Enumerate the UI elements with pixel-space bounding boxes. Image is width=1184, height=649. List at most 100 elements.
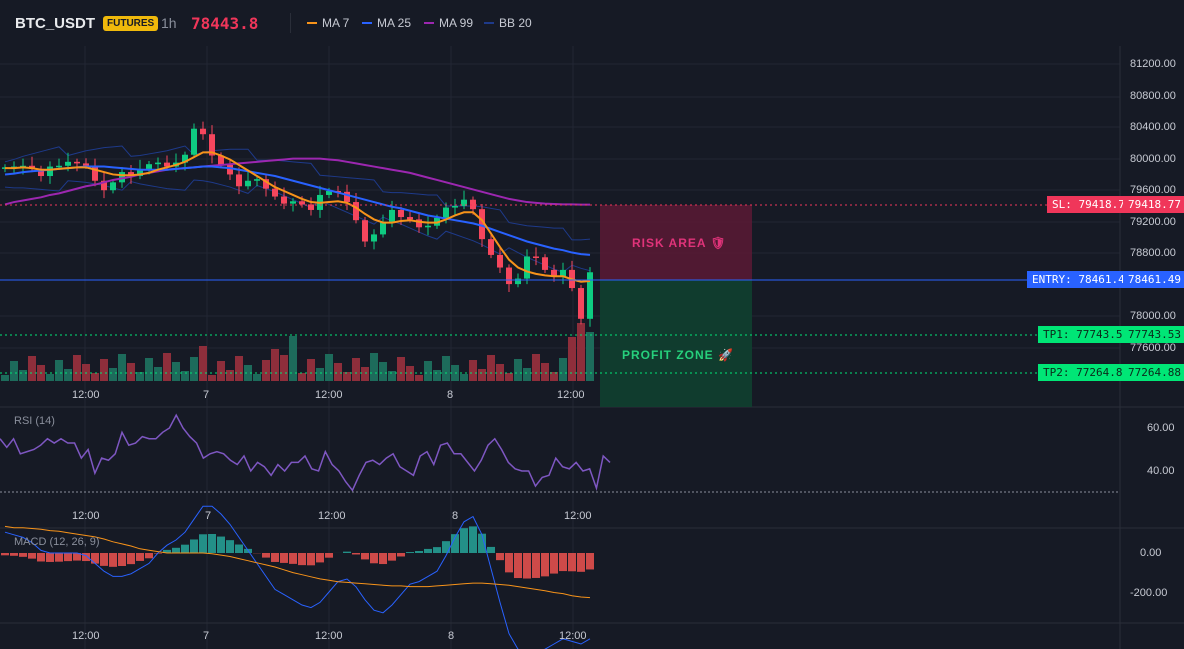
time-tick: 12:00 <box>318 510 346 522</box>
pane-separators <box>0 46 1184 649</box>
candle-body <box>578 288 584 319</box>
volume-bar <box>136 372 144 381</box>
macd-hist-bar <box>100 553 108 566</box>
candle-body <box>83 163 89 166</box>
time-tick: 12:00 <box>72 630 100 642</box>
volume-bar <box>226 370 234 381</box>
volume-bar <box>298 373 306 381</box>
candle-body <box>47 166 53 177</box>
volume-bar <box>280 355 288 381</box>
volume-bar <box>91 373 99 381</box>
volume-bar <box>523 368 531 381</box>
candle-body <box>110 182 116 191</box>
volume-bar <box>244 365 252 381</box>
entry-price-tag: 78461.49 <box>1123 271 1184 288</box>
macd-hist-bar <box>289 553 297 564</box>
legend-ma99[interactable]: MA 99 <box>424 16 473 30</box>
candle-body <box>452 206 458 208</box>
candle-body <box>353 202 359 221</box>
candle-body <box>371 234 377 242</box>
time-tick: 12:00 <box>72 510 100 522</box>
volume-bar <box>271 349 279 381</box>
macd-hist-bar <box>577 553 585 572</box>
volume-bar <box>550 372 558 381</box>
volume-bar <box>127 363 135 381</box>
volume-bar <box>478 369 486 381</box>
tp1-label[interactable]: TP1: 77743.53 <box>1038 326 1135 343</box>
macd-hist-bar <box>451 534 459 553</box>
time-tick: 7 <box>203 630 210 642</box>
price-tick: 81200.00 <box>1130 58 1176 70</box>
macd-hist-bar <box>145 553 153 559</box>
volume-bar <box>424 361 432 381</box>
macd-hist-bar <box>109 553 117 567</box>
legend-ma7[interactable]: MA 7 <box>307 16 349 30</box>
last-price: 78443.8 <box>191 14 259 33</box>
volume-bar <box>568 337 576 381</box>
volume-bar <box>64 369 72 381</box>
volume-bar <box>343 372 351 381</box>
macd-hist-bar <box>55 553 63 562</box>
price-tick: 78800.00 <box>1130 247 1176 259</box>
macd-hist-bar <box>505 553 513 573</box>
time-tick: 12:00 <box>72 389 100 401</box>
candle-body <box>227 164 233 175</box>
price-tick: 78000.00 <box>1130 310 1176 322</box>
time-tick: 8 <box>447 389 454 401</box>
price-tick: 79600.00 <box>1130 184 1176 196</box>
volume-bar <box>118 354 126 381</box>
candle-body <box>461 199 467 206</box>
volume-bar <box>388 371 396 381</box>
candle-body <box>515 278 521 285</box>
volume-bar <box>415 375 423 381</box>
candle-body <box>506 267 512 285</box>
legend-bb20[interactable]: BB 20 <box>484 16 532 30</box>
candle-body <box>146 164 152 169</box>
candle-body <box>137 168 143 177</box>
candle-body <box>488 239 494 255</box>
volume-bar <box>19 370 27 381</box>
timeframe-label[interactable]: 1h <box>161 15 177 31</box>
macd-hist-bar <box>181 544 189 553</box>
macd-hist-bar <box>532 553 540 578</box>
tp1-price-tag: 77743.53 <box>1123 326 1184 343</box>
time-tick: 12:00 <box>557 389 585 401</box>
time-tick: 12:00 <box>315 389 343 401</box>
macd-hist-bar <box>10 553 18 556</box>
candle-body <box>290 201 296 204</box>
symbol-label[interactable]: BTC_USDT <box>15 15 96 32</box>
ma7-line <box>5 151 591 283</box>
ma99-line <box>4 157 590 206</box>
volume-bar <box>199 346 207 381</box>
sl-label[interactable]: SL: 79418.77 <box>1047 196 1137 213</box>
candle-body <box>497 254 503 268</box>
legend-bb20-label: BB 20 <box>499 16 532 30</box>
volume-bar <box>217 361 225 381</box>
candle-body <box>470 199 476 210</box>
tp2-label[interactable]: TP2: 77264.88 <box>1038 364 1135 381</box>
legend-ma25[interactable]: MA 25 <box>362 16 411 30</box>
macd-hist-bar <box>433 547 441 553</box>
time-tick: 7 <box>203 389 210 401</box>
volume-bar <box>10 361 18 381</box>
volume-bar <box>208 375 216 381</box>
volume-bar <box>379 362 387 381</box>
candle-body <box>119 172 125 183</box>
candle-body <box>389 209 395 222</box>
candle-body <box>533 256 539 258</box>
candle-body <box>92 165 98 181</box>
profit-zone <box>600 280 752 407</box>
macd-hist-bar <box>118 553 126 566</box>
volume-bar <box>46 374 54 381</box>
macd-hist-bar <box>316 553 324 563</box>
macd-hist-bar <box>343 551 351 553</box>
macd-hist-bar <box>208 534 216 553</box>
volume-bar <box>154 367 162 381</box>
macd-line <box>4 505 591 649</box>
entry-label[interactable]: ENTRY: 78461.49 <box>1027 271 1137 288</box>
macd-hist-bar <box>235 544 243 553</box>
macd-hist-bar <box>406 552 414 553</box>
macd-hist-bar <box>487 546 495 553</box>
risk-zone <box>600 205 752 280</box>
